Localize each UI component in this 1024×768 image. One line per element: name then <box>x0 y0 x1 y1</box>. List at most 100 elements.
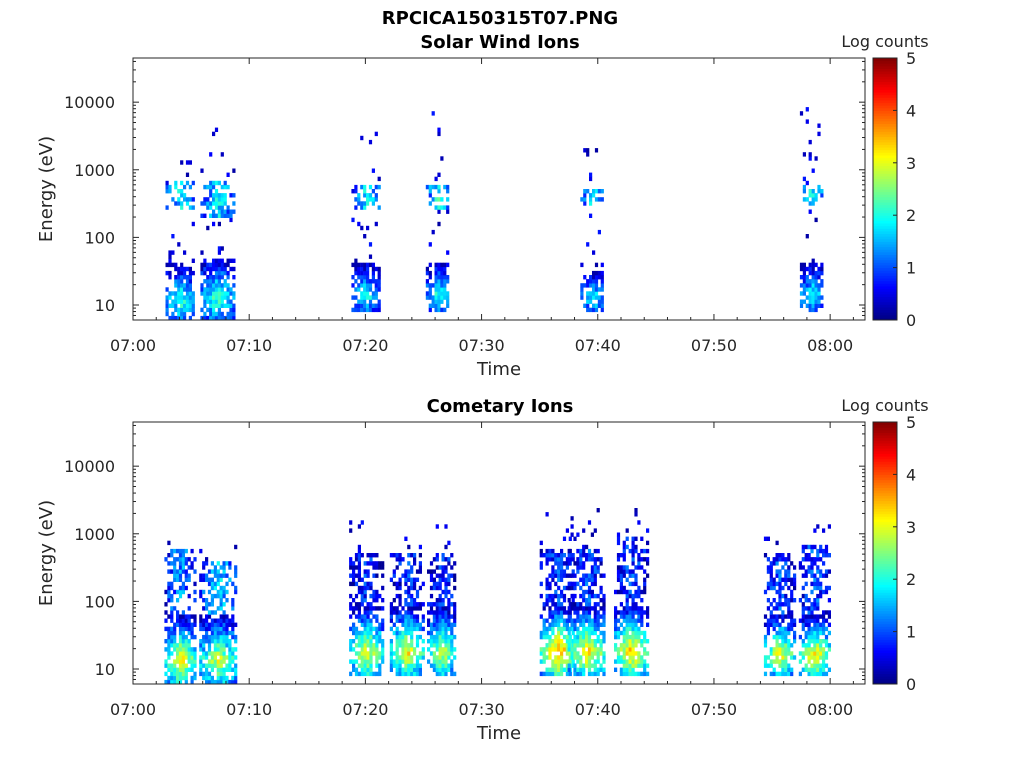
spectrogram-cell-burst-6 <box>799 299 804 304</box>
spectrogram-cell-burst-8 <box>643 589 647 595</box>
colorbar-segment <box>873 141 897 145</box>
spectrogram-cell-burst-5 <box>450 626 454 632</box>
spectrogram-cell-burst-3 <box>360 602 364 607</box>
spectrogram-cell-burst-3 <box>349 557 353 562</box>
spectrogram-cell-burst-6 <box>557 618 561 623</box>
spectrogram-cell-burst-9 <box>775 589 779 595</box>
spectrogram-cell-burst-4 <box>395 565 399 570</box>
spectrogram-cell-burst-10 <box>807 643 811 648</box>
spectrogram-cell-burst-7 <box>590 643 594 648</box>
spectrogram-cell-burst-6 <box>554 671 558 677</box>
spectrogram-cell-burst-1 <box>178 553 183 558</box>
spectrogram-cell-burst-4 <box>398 593 402 599</box>
spectrogram-cell-burst-10 <box>801 585 805 591</box>
spectrogram-cell-burst-6 <box>560 639 564 644</box>
spectrogram-cell-burst-8 <box>625 565 629 570</box>
spectrogram-cell-burst-6 <box>802 189 806 194</box>
spectrogram-cell-burst-4 <box>418 569 422 574</box>
colorbar-segment <box>873 123 897 127</box>
spectrogram-cell-burst-8 <box>628 589 632 595</box>
spectrogram-cell-burst-1 <box>174 303 178 308</box>
spectrogram-cell-burst-5 <box>441 618 445 623</box>
spectrogram-cell-burst-3 <box>375 626 379 632</box>
spectrogram-cell-burst-4 <box>395 651 399 656</box>
spectrogram-cell-burst-3 <box>360 295 364 300</box>
spectrogram-cell-burst-10 <box>816 663 820 668</box>
spectrogram-cell-burst-7 <box>602 606 606 611</box>
spectrogram-cell-burst-9 <box>769 585 773 591</box>
spectrogram-cell-burst-6 <box>799 303 804 308</box>
spectrogram-cell-burst-1 <box>180 291 184 296</box>
spectrogram-cell-burst-4 <box>443 279 447 284</box>
spectrogram-cell-burst-2 <box>209 275 213 280</box>
spectrogram-cell-burst-1 <box>191 197 195 202</box>
spectrogram-cell-burst-10 <box>816 598 820 603</box>
spectrogram-cell-burst-6 <box>554 634 558 640</box>
spectrogram-cell-burst-5 <box>435 655 439 660</box>
spectrogram-cell-burst-9 <box>778 647 782 652</box>
spectrogram-cell-burst-3 <box>369 585 373 591</box>
spectrogram-cell-burst-7 <box>585 651 589 656</box>
spectrogram-cell-burst-2 <box>226 287 230 292</box>
spectrogram-cell-burst-8 <box>640 630 644 636</box>
spectrogram-cell-burst-2 <box>205 663 209 668</box>
spectrogram-cell-burst-3 <box>366 573 370 578</box>
spectrogram-cell-burst-5 <box>438 643 442 648</box>
spectrogram-cell-burst-2 <box>210 626 214 632</box>
spectrogram-cell-burst-8 <box>628 573 632 578</box>
spectrogram-cell-burst-2 <box>217 266 221 272</box>
colorbar-tick-label: 1 <box>906 259 916 278</box>
spectrogram-cell-burst-9 <box>772 606 776 611</box>
spectrogram-cell-burst-2 <box>199 659 203 664</box>
spectrogram-cell-burst-3 <box>352 667 356 672</box>
spectrogram-cell-burst-3 <box>363 581 367 587</box>
spectrogram-cell-burst-4 <box>428 262 432 268</box>
spectrogram-cell-burst-3 <box>366 303 370 308</box>
spectrogram-cell-burst-4 <box>428 242 432 247</box>
spectrogram-cell-burst-1 <box>177 242 181 247</box>
spectrogram-cell-burst-1 <box>193 655 197 660</box>
spectrogram-cell-burst-7 <box>587 602 592 607</box>
colorbar-segment <box>873 513 897 517</box>
spectrogram-cell-burst-7 <box>602 671 606 677</box>
spectrogram-cell-burst-7 <box>602 655 606 660</box>
spectrogram-cell-burst-7 <box>602 602 606 607</box>
spectrogram-cell-burst-4 <box>395 614 399 619</box>
spectrogram-cell-burst-7 <box>567 647 571 652</box>
spectrogram-cell-burst-2 <box>220 201 224 206</box>
spectrogram-cell-burst-8 <box>625 667 629 672</box>
spectrogram-cell-burst-10 <box>813 614 817 619</box>
spectrogram-cell-burst-7 <box>567 667 571 672</box>
spectrogram-cell-burst-6 <box>539 548 543 554</box>
spectrogram-cell-burst-2 <box>232 307 236 313</box>
spectrogram-cell-burst-6 <box>808 193 812 198</box>
spectrogram-cell-burst-2 <box>219 593 223 599</box>
spectrogram-cell-burst-5 <box>597 295 601 300</box>
spectrogram-cell-burst-9 <box>787 643 791 648</box>
spectrogram-cell-burst-10 <box>822 589 826 595</box>
spectrogram-cell-burst-6 <box>557 606 561 611</box>
spectrogram-cell-burst-8 <box>622 540 626 546</box>
spectrogram-cell-burst-1 <box>184 573 188 578</box>
spectrogram-cell-burst-1 <box>167 598 171 603</box>
spectrogram-cell-burst-7 <box>585 639 589 644</box>
spectrogram-cell-burst-5 <box>435 667 439 672</box>
spectrogram-cell-burst-5 <box>589 213 593 218</box>
spectrogram-cell-burst-3 <box>366 655 370 660</box>
spectrogram-cell-burst-6 <box>565 573 569 578</box>
spectrogram-cell-burst-2 <box>226 291 230 296</box>
spectrogram-cell-burst-3 <box>360 671 364 677</box>
spectrogram-cell-burst-5 <box>447 610 451 615</box>
spectrogram-cell-burst-4 <box>395 634 399 640</box>
spectrogram-cell-burst-7 <box>587 577 592 582</box>
spectrogram-cell-burst-1 <box>190 651 194 656</box>
spectrogram-cell-burst-10 <box>816 655 820 660</box>
spectrogram-cell-burst-8 <box>637 639 641 644</box>
spectrogram-cell-burst-1 <box>170 561 174 566</box>
spectrogram-cell-burst-4 <box>418 622 422 627</box>
spectrogram-cell-burst-2 <box>212 303 216 308</box>
spectrogram-cell-burst-8 <box>614 589 618 595</box>
spectrogram-cell-burst-6 <box>551 577 555 582</box>
spectrogram-cell-burst-2 <box>234 565 238 570</box>
spectrogram-cell-burst-4 <box>392 553 396 558</box>
